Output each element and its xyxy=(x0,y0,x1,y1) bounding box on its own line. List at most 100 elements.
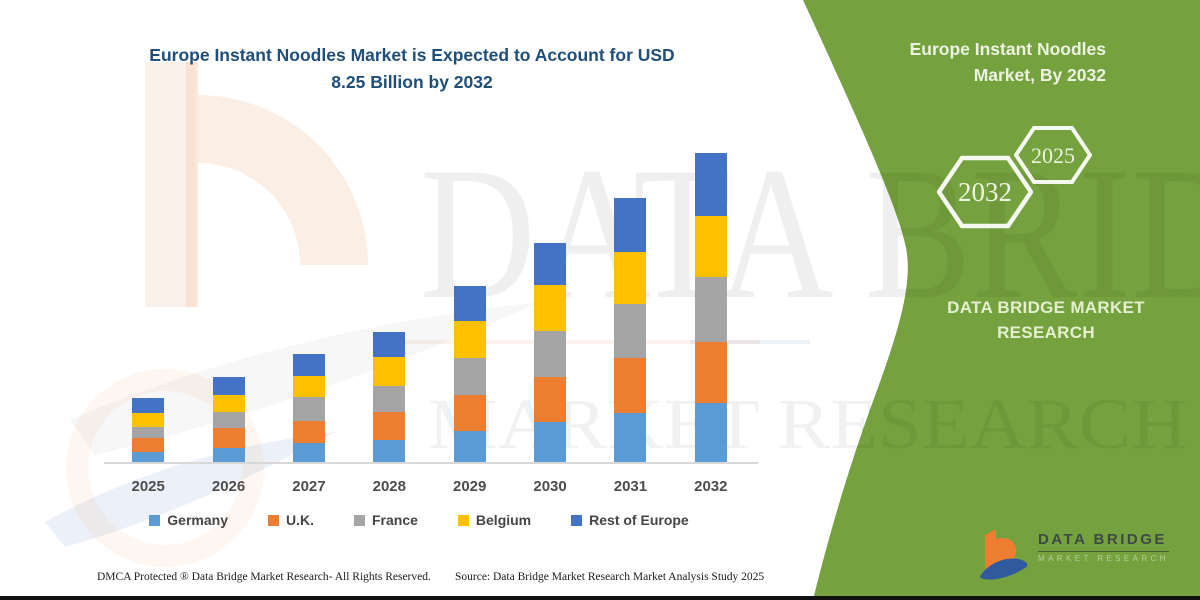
bar-segment-belgium-2028 xyxy=(373,357,406,386)
legend-label: Rest of Europe xyxy=(589,512,689,528)
bar-segment-rest-of-europe-2028 xyxy=(373,332,406,357)
logo-name: DATA BRIDGE xyxy=(1038,531,1167,548)
legend-label: U.K. xyxy=(285,512,314,528)
bar-segment-france-2026 xyxy=(212,412,245,428)
bar-segment-germany-2025 xyxy=(132,452,165,463)
bar-segment-u-k--2031 xyxy=(614,358,647,413)
bar-segment-france-2027 xyxy=(292,397,325,421)
logo-text-block: DATA BRIDGE MARKET RESEARCH xyxy=(1038,524,1169,563)
legend-item-u-k-: U.K. xyxy=(267,512,314,528)
legend-item-france: France xyxy=(353,512,418,528)
hexagon-outline xyxy=(1014,126,1092,184)
x-axis-label-2026: 2026 xyxy=(211,478,246,495)
legend-swatch xyxy=(571,514,583,526)
bar-segment-belgium-2030 xyxy=(534,285,567,331)
hexagon-badge-2032: 2032 xyxy=(937,155,1033,229)
bar-slot-2025 xyxy=(108,398,188,463)
stacked-bar-2027 xyxy=(292,354,325,463)
bar-segment-germany-2028 xyxy=(373,440,406,463)
legend-swatch xyxy=(457,514,469,526)
green-panel-shape xyxy=(803,0,1200,600)
bar-segment-u-k--2029 xyxy=(453,395,486,431)
chart-title-line2: 8.25 Billion by 2032 xyxy=(331,72,493,93)
bar-segment-germany-2029 xyxy=(453,431,486,463)
bar-slot-2028 xyxy=(349,332,429,463)
panel-title-line1: Europe Instant Noodles xyxy=(909,39,1106,59)
panel-org-line2: RESEARCH xyxy=(997,322,1095,342)
watermark-line-blue xyxy=(690,340,810,344)
chart-title-line1: Europe Instant Noodles Market is Expecte… xyxy=(149,45,675,65)
bar-segment-germany-2026 xyxy=(212,448,245,463)
x-axis-label-2030: 2030 xyxy=(533,478,567,495)
legend-swatch xyxy=(267,514,279,526)
legend-label: France xyxy=(371,512,418,528)
legend-label: Belgium xyxy=(475,512,532,528)
bar-segment-belgium-2025 xyxy=(132,413,165,427)
legend-swatch xyxy=(353,514,365,526)
watermark-arc xyxy=(66,369,264,567)
legend-label: Germany xyxy=(167,512,228,528)
x-axis-label-2032: 2032 xyxy=(694,478,728,495)
hexagon-badge-2025: 2025 xyxy=(1014,126,1092,184)
bar-segment-rest-of-europe-2029 xyxy=(453,286,486,321)
stacked-bar-2030 xyxy=(534,243,567,463)
bar-segment-belgium-2032 xyxy=(694,216,727,277)
bar-segment-u-k--2026 xyxy=(212,428,245,448)
bar-segment-france-2032 xyxy=(694,277,727,342)
watermark-logo-bowl xyxy=(198,95,368,265)
bar-segment-rest-of-europe-2032 xyxy=(694,153,727,216)
bar-segment-france-2029 xyxy=(453,358,486,395)
bar-segment-germany-2030 xyxy=(534,422,567,463)
logo-b-stem xyxy=(985,529,996,570)
bar-slot-2030 xyxy=(510,243,590,463)
bar-segment-u-k--2030 xyxy=(534,377,567,422)
panel-org-line1: DATA BRIDGE MARKET xyxy=(947,298,1145,317)
watermark-logo-stem-edge xyxy=(186,62,198,307)
x-axis-labels: 2025 2026 2027 2028 2029 2030 2031 2032 xyxy=(108,478,751,495)
bar-segment-france-2031 xyxy=(614,304,647,358)
dmca-notice: DMCA Protected ® Data Bridge Market Rese… xyxy=(97,571,431,583)
panel-org-name: DATA BRIDGE MARKET RESEARCH xyxy=(930,296,1162,345)
panel-title-line2: Market, By 2032 xyxy=(973,65,1106,86)
bar-segment-rest-of-europe-2031 xyxy=(614,198,647,252)
logo-swoosh xyxy=(980,558,1028,580)
x-axis-label-2028: 2028 xyxy=(372,478,406,495)
x-axis-label-2025: 2025 xyxy=(131,478,165,495)
bar-segment-rest-of-europe-2026 xyxy=(212,377,245,395)
bar-slot-2027 xyxy=(269,354,349,463)
x-axis-label-2029: 2029 xyxy=(453,478,487,495)
bar-segment-france-2028 xyxy=(373,386,406,412)
x-axis-label-2031: 2031 xyxy=(613,478,648,495)
hexagon-outline xyxy=(937,155,1033,229)
stacked-bar-2032 xyxy=(694,153,727,463)
bar-segment-rest-of-europe-2025 xyxy=(132,398,165,413)
watermark-line-orange xyxy=(400,340,760,344)
bar-segment-u-k--2025 xyxy=(132,438,165,452)
stacked-bar-2026 xyxy=(212,377,245,463)
logo-divider xyxy=(1038,551,1169,552)
bar-segment-germany-2031 xyxy=(614,413,647,463)
panel-title: Europe Instant Noodles Market, By 2032 xyxy=(806,36,1106,89)
bar-segment-belgium-2031 xyxy=(614,252,647,304)
bar-segment-u-k--2032 xyxy=(694,342,727,403)
legend-item-germany: Germany xyxy=(149,512,228,528)
source-note: Source: Data Bridge Market Research Mark… xyxy=(455,571,765,583)
hexagon-year-label: 2032 xyxy=(958,177,1012,207)
bar-slot-2029 xyxy=(430,286,510,463)
bar-segment-germany-2032 xyxy=(694,403,727,463)
bar-segment-u-k--2027 xyxy=(292,421,325,443)
bar-segment-rest-of-europe-2027 xyxy=(292,354,325,376)
legend-item-rest-of-europe: Rest of Europe xyxy=(571,512,689,528)
bar-slot-2031 xyxy=(590,198,670,463)
bar-plot-area xyxy=(108,140,751,463)
bar-slot-2032 xyxy=(671,153,751,463)
stacked-bar-2029 xyxy=(453,286,486,463)
bar-slot-2026 xyxy=(188,377,268,463)
bar-segment-belgium-2027 xyxy=(292,376,325,397)
logo-tagline: MARKET RESEARCH xyxy=(1038,554,1169,563)
chart-legend: Germany U.K. France Belgium Rest of Europe xyxy=(95,512,743,528)
bar-segment-germany-2027 xyxy=(292,443,325,463)
watermark-swoosh-blue xyxy=(45,432,335,547)
